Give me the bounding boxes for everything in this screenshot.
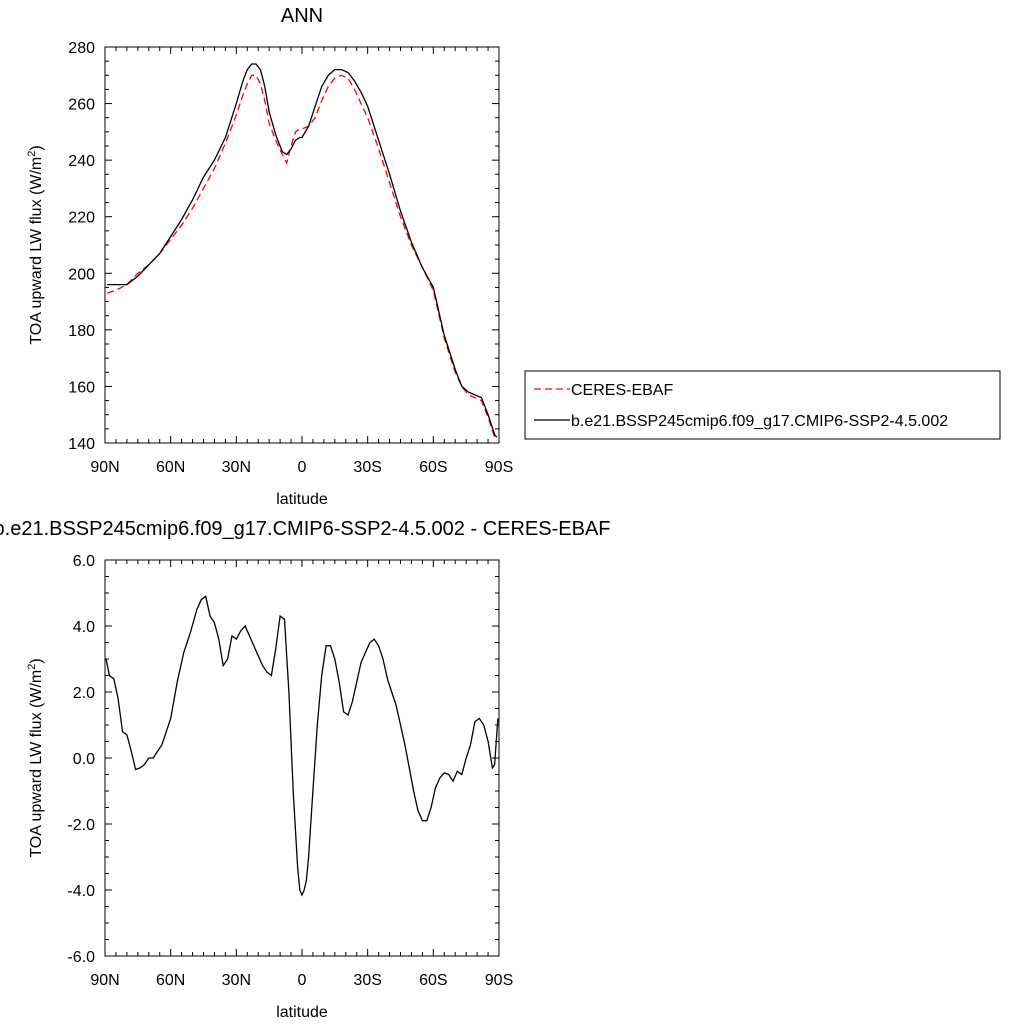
x-tick-label: 30N — [222, 459, 251, 476]
y-tick-label: -2.0 — [67, 817, 95, 834]
x-tick-label: 90S — [485, 972, 513, 989]
legend-entry-label: CERES-EBAF — [571, 382, 673, 399]
y-tick-label: -4.0 — [67, 883, 95, 900]
y-axis-label: TOA upward LW flux (W/m2) — [26, 658, 45, 857]
y-axis-label-close: ) — [28, 145, 45, 150]
y-tick-label: 0.0 — [73, 751, 95, 768]
x-tick-label: 60N — [156, 972, 185, 989]
chart-title: ANN — [281, 5, 323, 27]
x-tick-label: 60S — [419, 459, 447, 476]
y-tick-label: 260 — [68, 97, 95, 114]
x-tick-label: 30S — [353, 972, 381, 989]
series-line-difference — [105, 595, 499, 897]
x-tick-label: 60N — [156, 459, 185, 476]
x-tick-label: 90N — [90, 972, 119, 989]
y-axis-label-close: ) — [28, 658, 45, 663]
x-tick-label: 0 — [298, 972, 307, 989]
y-axis-label-text: TOA upward LW flux (W/m — [28, 157, 45, 345]
y-tick-label: 220 — [68, 210, 95, 227]
y-tick-label: 4.0 — [73, 619, 95, 636]
legend-entry-label: b.e21.BSSP245cmip6.f09_g17.CMIP6-SSP2-4.… — [571, 413, 948, 430]
x-axis-label: latitude — [276, 1004, 328, 1021]
y-tick-label: 160 — [68, 379, 95, 396]
chart-title: b.e21.BSSP245cmip6.f09_g17.CMIP6-SSP2-4.… — [0, 518, 610, 540]
plot-frame — [104, 46, 500, 444]
x-tick-label: 30N — [222, 972, 251, 989]
x-tick-label: 30S — [353, 459, 381, 476]
y-axis-label-superscript: 2 — [26, 151, 38, 157]
y-tick-label: 180 — [68, 323, 95, 340]
series-line-b-e21-bssp245cmip6-f09-g17-cmip6-ssp2-4-5-002 — [107, 63, 498, 438]
y-tick-label: 280 — [68, 40, 95, 57]
y-tick-label: 140 — [68, 436, 95, 453]
x-tick-label: 0 — [298, 459, 307, 476]
y-axis-label: TOA upward LW flux (W/m2) — [26, 145, 45, 344]
series-line-ceres-ebaf — [107, 74, 498, 441]
x-axis-label: latitude — [276, 491, 328, 508]
y-tick-label: 200 — [68, 266, 95, 283]
y-axis-label-text: TOA upward LW flux (W/m — [28, 670, 45, 858]
x-tick-label: 60S — [419, 972, 447, 989]
y-axis-label-superscript: 2 — [26, 664, 38, 670]
y-tick-label: 6.0 — [73, 553, 95, 570]
y-tick-label: 2.0 — [73, 685, 95, 702]
y-tick-label: 240 — [68, 153, 95, 170]
x-tick-label: 90N — [90, 459, 119, 476]
legend-box — [524, 370, 1001, 440]
x-tick-label: 90S — [485, 459, 513, 476]
y-tick-label: -6.0 — [67, 949, 95, 966]
